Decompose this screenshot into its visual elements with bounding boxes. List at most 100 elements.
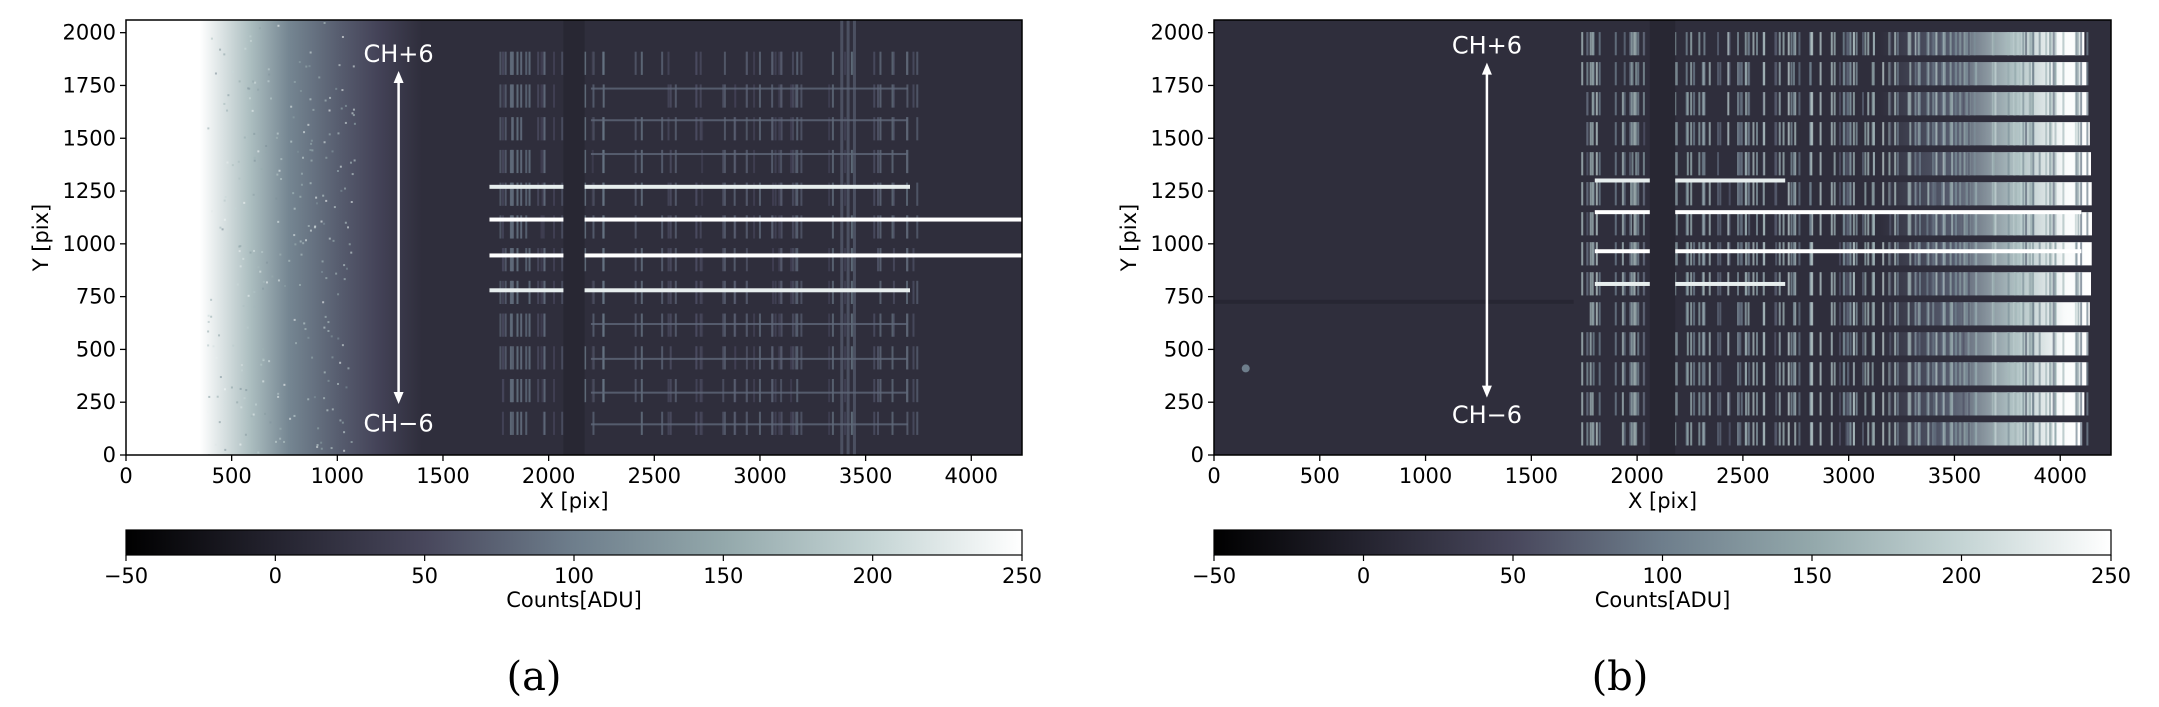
noise-speckle bbox=[277, 395, 280, 398]
emission-line bbox=[1643, 302, 1646, 326]
emission-line bbox=[1693, 62, 1696, 86]
emission-line bbox=[561, 117, 564, 141]
emission-line bbox=[1810, 332, 1813, 356]
emission-line bbox=[2032, 122, 2035, 146]
emission-line bbox=[1889, 62, 1892, 86]
x-tick-label: 0 bbox=[119, 464, 132, 488]
emission-line bbox=[1934, 32, 1937, 56]
emission-line bbox=[1787, 62, 1790, 86]
emission-line bbox=[1591, 392, 1594, 416]
emission-line bbox=[2020, 242, 2023, 266]
emission-line bbox=[1790, 332, 1793, 356]
emission-line bbox=[1849, 62, 1852, 86]
emission-line bbox=[1855, 32, 1858, 56]
emission-line bbox=[844, 51, 847, 75]
emission-line bbox=[2022, 182, 2025, 206]
emission-line bbox=[1717, 242, 1720, 266]
emission-line bbox=[1963, 302, 1966, 326]
noise-speckle bbox=[303, 131, 306, 134]
emission-line bbox=[1963, 362, 1966, 386]
emission-line bbox=[1778, 422, 1781, 446]
emission-line bbox=[1792, 332, 1795, 356]
emission-line bbox=[1847, 242, 1850, 266]
emission-line bbox=[831, 51, 834, 75]
emission-line bbox=[1930, 242, 1933, 266]
noise-speckle bbox=[265, 281, 268, 284]
noise-speckle bbox=[294, 243, 297, 246]
emission-line bbox=[640, 182, 643, 206]
emission-line bbox=[1598, 152, 1601, 176]
emission-line bbox=[2077, 122, 2080, 146]
emission-line bbox=[1623, 422, 1626, 446]
emission-line bbox=[1845, 302, 1848, 326]
emission-line bbox=[850, 51, 853, 75]
emission-line bbox=[1740, 62, 1743, 86]
emission-line bbox=[1755, 32, 1758, 56]
emission-line bbox=[891, 84, 894, 108]
emission-line bbox=[1973, 32, 1976, 56]
emission-line bbox=[1943, 302, 1946, 326]
emission-line bbox=[850, 280, 853, 305]
emission-line bbox=[2080, 362, 2083, 386]
emission-line bbox=[1752, 182, 1755, 206]
emission-line bbox=[1867, 212, 1870, 236]
emission-line bbox=[1614, 302, 1617, 326]
x-tick-label: 3000 bbox=[1822, 464, 1875, 488]
emission-line bbox=[1690, 122, 1693, 146]
emission-line bbox=[2052, 212, 2055, 236]
y-axis-label: Y [pix] bbox=[29, 204, 53, 272]
emission-line bbox=[1954, 422, 1957, 446]
emission-line bbox=[1994, 362, 1997, 386]
emission-line bbox=[2022, 362, 2025, 386]
emission-line bbox=[1637, 32, 1640, 56]
emission-line bbox=[1686, 182, 1689, 206]
emission-line bbox=[1708, 182, 1711, 206]
noise-speckle bbox=[277, 279, 280, 282]
emission-line bbox=[634, 215, 637, 239]
emission-line bbox=[906, 248, 909, 272]
noise-speckle bbox=[323, 326, 326, 329]
emission-line bbox=[1810, 272, 1813, 296]
emission-line bbox=[1855, 212, 1858, 236]
emission-line bbox=[2013, 362, 2016, 386]
noise-speckle bbox=[215, 356, 218, 359]
emission-line bbox=[1744, 182, 1747, 206]
emission-line bbox=[1686, 122, 1689, 146]
emission-line bbox=[879, 215, 882, 239]
emission-line bbox=[2048, 362, 2051, 386]
emission-line bbox=[2028, 362, 2031, 386]
emission-line bbox=[780, 215, 783, 239]
colorbar-tick-label: 100 bbox=[1642, 564, 1682, 588]
emission-line bbox=[1954, 182, 1957, 206]
emission-line bbox=[1907, 92, 1910, 116]
emission-line bbox=[592, 411, 595, 435]
emission-line bbox=[733, 378, 736, 403]
emission-line bbox=[2052, 62, 2055, 86]
emission-line bbox=[1778, 62, 1781, 86]
emission-line bbox=[2080, 392, 2083, 416]
emission-line bbox=[2014, 62, 2017, 86]
emission-line bbox=[661, 117, 664, 141]
emission-line bbox=[1864, 242, 1867, 266]
faint-trace bbox=[590, 153, 908, 156]
emission-line bbox=[1943, 332, 1946, 356]
emission-line bbox=[2030, 212, 2033, 236]
emission-line bbox=[1623, 32, 1626, 56]
noise-speckle bbox=[258, 27, 261, 30]
emission-line bbox=[2062, 152, 2065, 176]
noise-speckle bbox=[299, 240, 302, 243]
emission-line bbox=[525, 411, 528, 435]
order-glow bbox=[1880, 182, 2092, 206]
noise-speckle bbox=[223, 199, 226, 202]
emission-line bbox=[1629, 92, 1632, 116]
emission-line bbox=[1926, 32, 1929, 56]
emission-line bbox=[891, 215, 894, 239]
emission-line bbox=[800, 149, 803, 174]
emission-line bbox=[537, 182, 540, 206]
emission-line bbox=[2030, 362, 2033, 386]
noise-speckle bbox=[298, 61, 301, 64]
emission-line bbox=[2054, 332, 2057, 356]
emission-line bbox=[537, 117, 540, 141]
noise-speckle bbox=[278, 169, 281, 172]
emission-line bbox=[2019, 242, 2022, 266]
